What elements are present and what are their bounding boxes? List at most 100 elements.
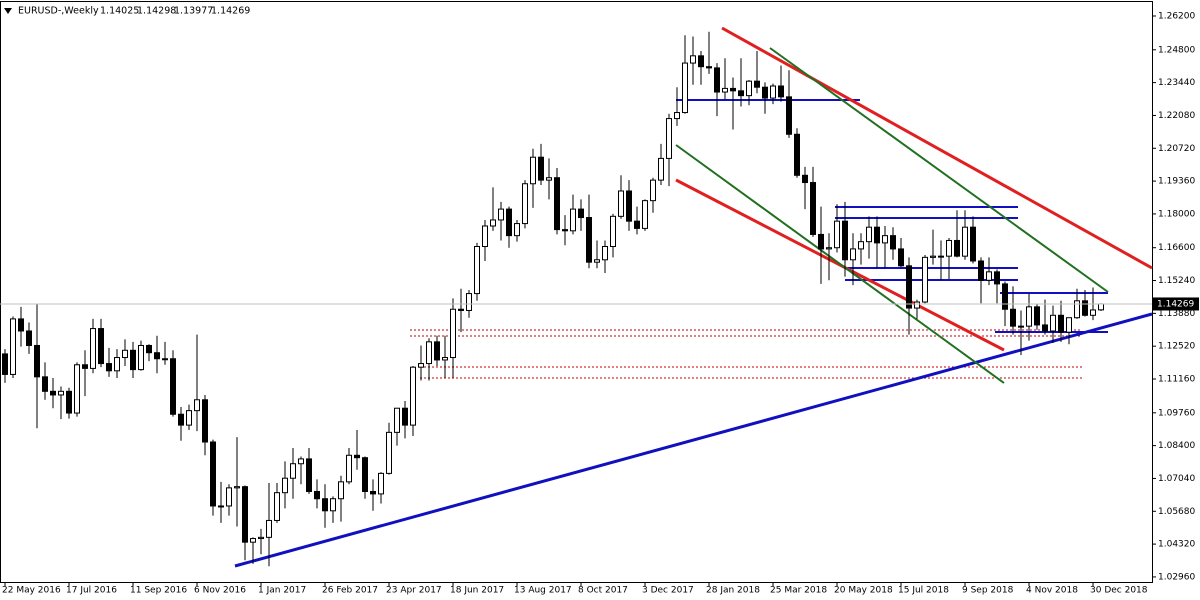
- price-box: [1153, 297, 1199, 311]
- y-tick-label: 1.13880: [1158, 309, 1195, 319]
- candle-body: [554, 177, 560, 231]
- y-tick-label: 1.12520: [1158, 342, 1195, 352]
- candle-body: [1010, 308, 1016, 327]
- y-tick-label: 1.26200: [1158, 11, 1195, 21]
- candle-body: [218, 505, 224, 508]
- candle-body: [698, 55, 704, 68]
- candle-body: [146, 344, 152, 354]
- candle-body: [498, 208, 504, 221]
- candle-body: [442, 357, 448, 361]
- candle-body: [418, 363, 424, 368]
- x-tick-label: 13 Aug 2017: [514, 586, 572, 596]
- candle-body: [402, 407, 408, 426]
- candle-body: [578, 208, 584, 219]
- candle-body: [330, 498, 336, 512]
- candle-body: [778, 85, 784, 98]
- candle-body: [138, 344, 144, 371]
- candle-body: [34, 344, 40, 378]
- candle-body: [242, 486, 248, 543]
- candle-body: [818, 233, 824, 250]
- candle-body: [762, 86, 768, 99]
- candle-body: [266, 519, 272, 538]
- candle-body: [370, 490, 376, 495]
- dotted-levels: [410, 329, 1082, 379]
- horizontal-levels: [676, 99, 1108, 333]
- candle-body: [106, 363, 112, 372]
- candle-body: [2, 353, 8, 375]
- y-tick-label: 1.16600: [1158, 243, 1195, 253]
- candle-body: [610, 215, 616, 248]
- y-tick-label: 1.02960: [1158, 572, 1195, 582]
- candle-body: [18, 318, 24, 332]
- candle-body: [1042, 324, 1048, 332]
- candle-body: [922, 256, 928, 303]
- candle-body: [1050, 314, 1056, 332]
- candle-body: [882, 235, 888, 244]
- x-tick-label: 30 Dec 2018: [1090, 586, 1148, 596]
- candle-body: [786, 96, 792, 135]
- y-tick-label: 1.20720: [1158, 144, 1195, 154]
- candle-body: [458, 308, 464, 311]
- candle-body: [154, 352, 160, 360]
- candle-body: [1018, 325, 1024, 328]
- candle-body: [394, 407, 400, 433]
- candle-body: [186, 410, 192, 426]
- price-label: 1.14269: [1157, 299, 1194, 309]
- candle-body: [754, 80, 760, 88]
- candle-body: [162, 358, 168, 361]
- candle-body: [314, 490, 320, 500]
- candle-body: [354, 454, 360, 459]
- title-open: 1.14025: [100, 6, 139, 17]
- candle-body: [1090, 309, 1096, 316]
- candle-body: [562, 229, 568, 232]
- candle-body: [930, 255, 936, 258]
- candle-body: [946, 239, 952, 257]
- candle-body: [706, 66, 712, 69]
- candle-body: [722, 87, 728, 93]
- y-tick-label: 1.23440: [1158, 78, 1195, 88]
- candle-body: [514, 223, 520, 237]
- candle-body: [290, 463, 296, 479]
- candle-body: [666, 118, 672, 159]
- candle-body: [842, 220, 848, 261]
- candle-body: [618, 190, 624, 217]
- y-tick-label: 1.22080: [1158, 111, 1195, 121]
- y-tick-label: 1.07040: [1158, 474, 1195, 484]
- candle-body: [642, 200, 648, 229]
- candle-body: [602, 246, 608, 261]
- candle-body: [130, 349, 136, 371]
- candle-body: [938, 255, 944, 258]
- candle-body: [586, 217, 592, 263]
- candle-body: [1058, 314, 1064, 333]
- candle-body: [258, 536, 264, 540]
- candle-body: [90, 328, 96, 369]
- x-tick-label: 20 May 2018: [834, 586, 893, 596]
- candle-body: [970, 226, 976, 262]
- candle-body: [234, 486, 240, 489]
- candle-body: [170, 358, 176, 415]
- candle-body: [810, 182, 816, 235]
- candle-body: [738, 90, 744, 97]
- candle-body: [978, 260, 984, 281]
- y-tick-label: 1.05680: [1158, 507, 1195, 517]
- candle-body: [1026, 306, 1032, 327]
- x-tick-label: 17 Jul 2016: [66, 586, 117, 596]
- chart-title: EURUSD-,Weekly: [18, 6, 99, 17]
- candle-body: [250, 538, 256, 543]
- candle-body: [26, 330, 32, 346]
- candle-body: [914, 301, 920, 309]
- candle-body: [10, 318, 16, 375]
- candle-body: [434, 341, 440, 361]
- candle-body: [674, 112, 680, 120]
- candle-body: [194, 399, 200, 412]
- y-tick-label: 1.24800: [1158, 45, 1195, 55]
- candle-body: [570, 208, 576, 232]
- candle-body: [74, 364, 80, 414]
- candle-body: [522, 183, 528, 225]
- candle-body: [898, 248, 904, 267]
- channel-line: [769, 47, 1109, 293]
- candle-body: [50, 390, 56, 396]
- candle-body: [378, 472, 384, 495]
- y-tick-label: 1.08400: [1158, 441, 1195, 451]
- candle-body: [890, 235, 896, 250]
